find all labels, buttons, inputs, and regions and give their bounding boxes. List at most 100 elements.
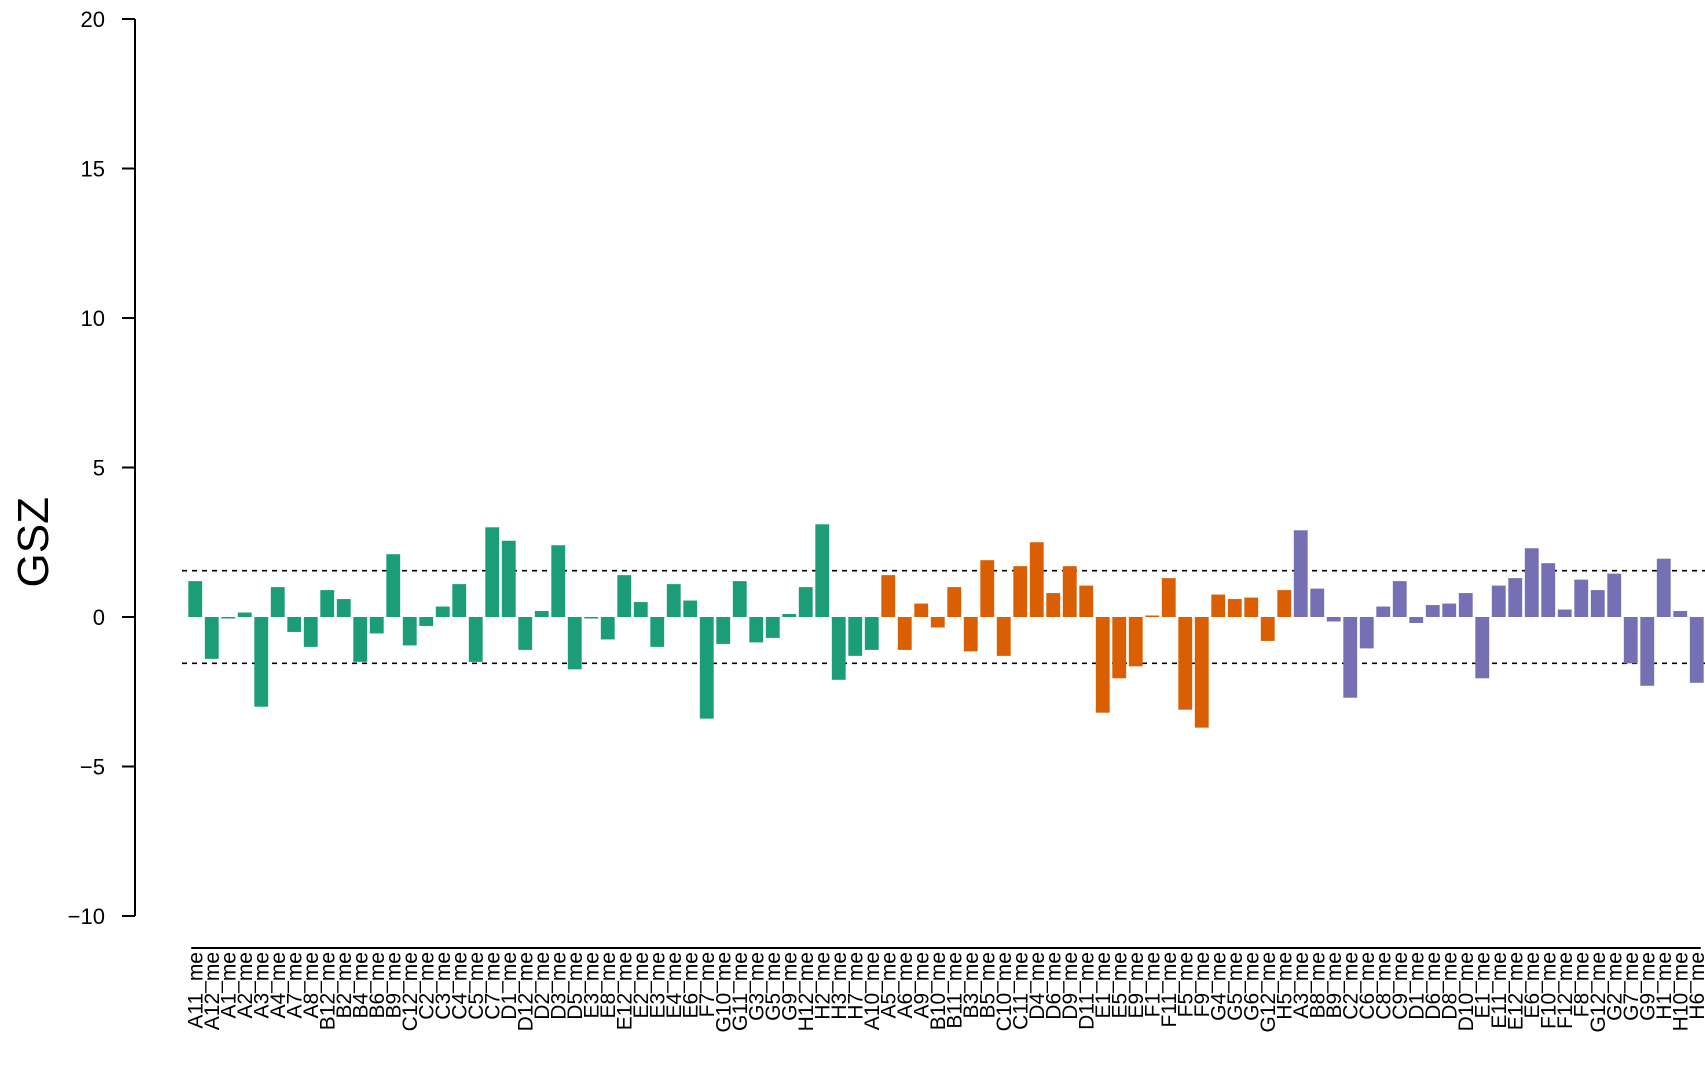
bar xyxy=(1161,578,1176,617)
x-tick-label: A6_me xyxy=(894,952,917,1019)
bar xyxy=(402,617,417,646)
bar xyxy=(1260,617,1275,641)
x-tick-label: C9_me xyxy=(1389,952,1412,1020)
bar xyxy=(518,617,533,650)
bar xyxy=(1046,593,1061,617)
x-tick-label: G4_me xyxy=(1207,952,1230,1021)
x-tick-label: G12_me xyxy=(1257,952,1280,1033)
x-tick-label: D10_me xyxy=(1455,952,1478,1031)
x-tick-label: E6_me xyxy=(679,952,702,1019)
bar xyxy=(980,560,995,617)
bar xyxy=(237,612,252,617)
bar xyxy=(996,617,1011,656)
x-tick-label: F8_me xyxy=(1570,952,1593,1017)
x-tick-label: H3_me xyxy=(828,952,851,1020)
bar xyxy=(699,617,714,719)
bar xyxy=(1194,617,1209,728)
x-tick-label: F1_me xyxy=(1141,952,1164,1017)
bar xyxy=(1293,530,1308,617)
x-tick-label: C3_me xyxy=(432,952,455,1020)
x-tick-label: D5_me xyxy=(564,952,587,1020)
bar xyxy=(1029,542,1044,617)
bar xyxy=(1145,615,1160,617)
bar xyxy=(1574,579,1589,617)
bar xyxy=(1310,588,1325,617)
bar xyxy=(683,600,698,617)
bar xyxy=(1425,605,1440,617)
x-tick-label: F5_me xyxy=(1174,952,1197,1017)
bar xyxy=(1458,593,1473,617)
x-tick-label: A9_me xyxy=(910,952,933,1019)
bar xyxy=(848,617,863,656)
y-tick-label: 0 xyxy=(93,605,105,630)
x-tick-label: C2_me xyxy=(1339,952,1362,1020)
x-tick-label: H7_me xyxy=(844,952,867,1020)
x-tick-label: C10_me xyxy=(993,952,1016,1031)
x-tick-label: E9_me xyxy=(1125,952,1148,1019)
x-tick-labels: A11_meA12_meA1_meA2_meA3_meA4_meA7_meA8_… xyxy=(184,952,1705,1033)
x-tick-label: B9_me xyxy=(382,952,405,1019)
x-tick-label: B8_me xyxy=(1306,952,1329,1019)
bar xyxy=(1640,617,1655,686)
x-tick-label: A10_me xyxy=(861,952,884,1030)
x-tick-label: C12_me xyxy=(399,952,422,1031)
x-tick-label: G9_me xyxy=(1636,952,1659,1021)
x-tick-label: H5_me xyxy=(1273,952,1296,1020)
x-tick-label: A4_me xyxy=(267,952,290,1019)
bar xyxy=(633,602,648,617)
bar xyxy=(287,617,302,632)
x-tick-label: D1_me xyxy=(1405,952,1428,1020)
bar xyxy=(1277,590,1292,617)
x-tick-label: D1_me xyxy=(498,952,521,1020)
x-tick-label: F9_me xyxy=(1191,952,1214,1017)
x-tick-label: G6_me xyxy=(1240,952,1263,1021)
x-tick-label: D4_me xyxy=(1026,952,1049,1020)
bar xyxy=(815,524,830,617)
bar xyxy=(584,617,599,619)
x-tick-label: E1_me xyxy=(1471,952,1494,1019)
bar xyxy=(930,617,945,628)
bar xyxy=(749,617,764,643)
bar xyxy=(1491,585,1506,617)
x-tick-label: H6_me xyxy=(1686,952,1705,1020)
x-tick-label: G3_me xyxy=(745,952,768,1021)
bar xyxy=(1211,594,1226,617)
x-tick-label: H12_me xyxy=(795,952,818,1031)
x-tick-label: B5_me xyxy=(976,952,999,1019)
bar xyxy=(551,545,566,617)
bar xyxy=(204,617,219,659)
x-tick-label: E12_me xyxy=(613,952,636,1030)
bar xyxy=(1689,617,1704,683)
x-tick-label: D12_me xyxy=(514,952,537,1031)
bar xyxy=(1343,617,1358,698)
x-tick-label: C5_me xyxy=(465,952,488,1020)
bar xyxy=(1442,603,1457,617)
x-tick-label: A3_me xyxy=(1290,952,1313,1019)
bar xyxy=(485,527,500,617)
x-tick-label: E11_me xyxy=(1488,952,1511,1029)
bar xyxy=(188,581,203,617)
x-tick-label: D9_me xyxy=(1059,952,1082,1020)
x-tick-label: E3_me xyxy=(646,952,669,1019)
bar xyxy=(1128,617,1143,667)
bar xyxy=(864,617,879,650)
bar xyxy=(1095,617,1110,713)
x-tick-label: G2_me xyxy=(1603,952,1626,1021)
x-tick-label: B11_me xyxy=(943,952,966,1029)
bar xyxy=(1013,566,1028,617)
bar xyxy=(320,590,335,617)
x-tick-label: A3_me xyxy=(250,952,273,1019)
x-tick-label: G9_me xyxy=(778,952,801,1021)
x-tick-label: B12_me xyxy=(316,952,339,1030)
bar xyxy=(1607,573,1622,617)
x-tick-label: D8_me xyxy=(1438,952,1461,1020)
x-tick-label: G10_me xyxy=(712,952,735,1033)
x-tick-label: E12_me xyxy=(1504,952,1527,1030)
x-tick-label: E4_me xyxy=(663,952,686,1019)
bar xyxy=(1673,611,1688,617)
x-tick-label: C11_me xyxy=(1009,952,1032,1030)
bar xyxy=(1062,566,1077,617)
bar xyxy=(419,617,434,626)
bar xyxy=(1409,617,1424,623)
x-tick-label: B9_me xyxy=(1323,952,1346,1019)
